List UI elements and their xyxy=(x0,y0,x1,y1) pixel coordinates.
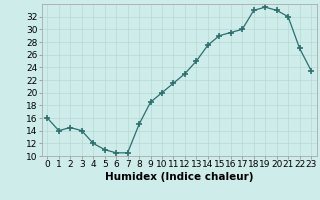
X-axis label: Humidex (Indice chaleur): Humidex (Indice chaleur) xyxy=(105,172,253,182)
